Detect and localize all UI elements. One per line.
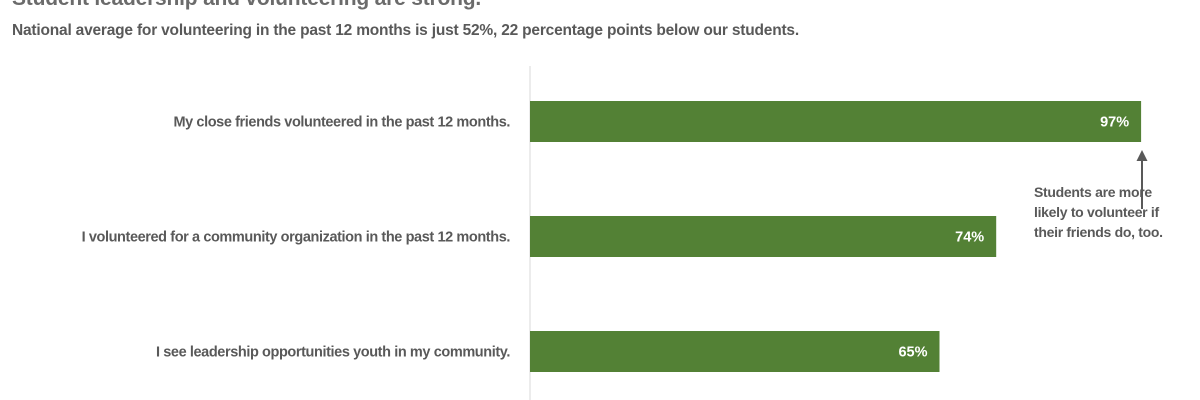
bar-1: [530, 101, 1142, 142]
chart-title: Student leadership and volunteering are …: [12, 0, 481, 11]
category-label-2: I volunteered for a community organizati…: [82, 230, 511, 246]
bar-2: [530, 216, 997, 257]
category-label-3: I see leadership opportunities youth in …: [156, 345, 510, 361]
bars-group: 97% 74% 65%: [530, 101, 1142, 372]
annotation-arrow-head: [1136, 150, 1148, 161]
category-labels-group: My close friends volunteered in the past…: [82, 115, 511, 361]
category-label-1: My close friends volunteered in the past…: [173, 115, 510, 131]
chart-subtitle: National average for volunteering in the…: [12, 22, 799, 39]
bar-3: [530, 331, 940, 372]
bar-value-label-1: 97%: [1100, 115, 1129, 131]
bar-value-label-3: 65%: [898, 345, 927, 361]
bar-value-label-2: 74%: [955, 230, 984, 246]
annotation-text: Students are more likely to volunteer if…: [1034, 184, 1163, 240]
annotation-arrow: [1136, 150, 1148, 209]
